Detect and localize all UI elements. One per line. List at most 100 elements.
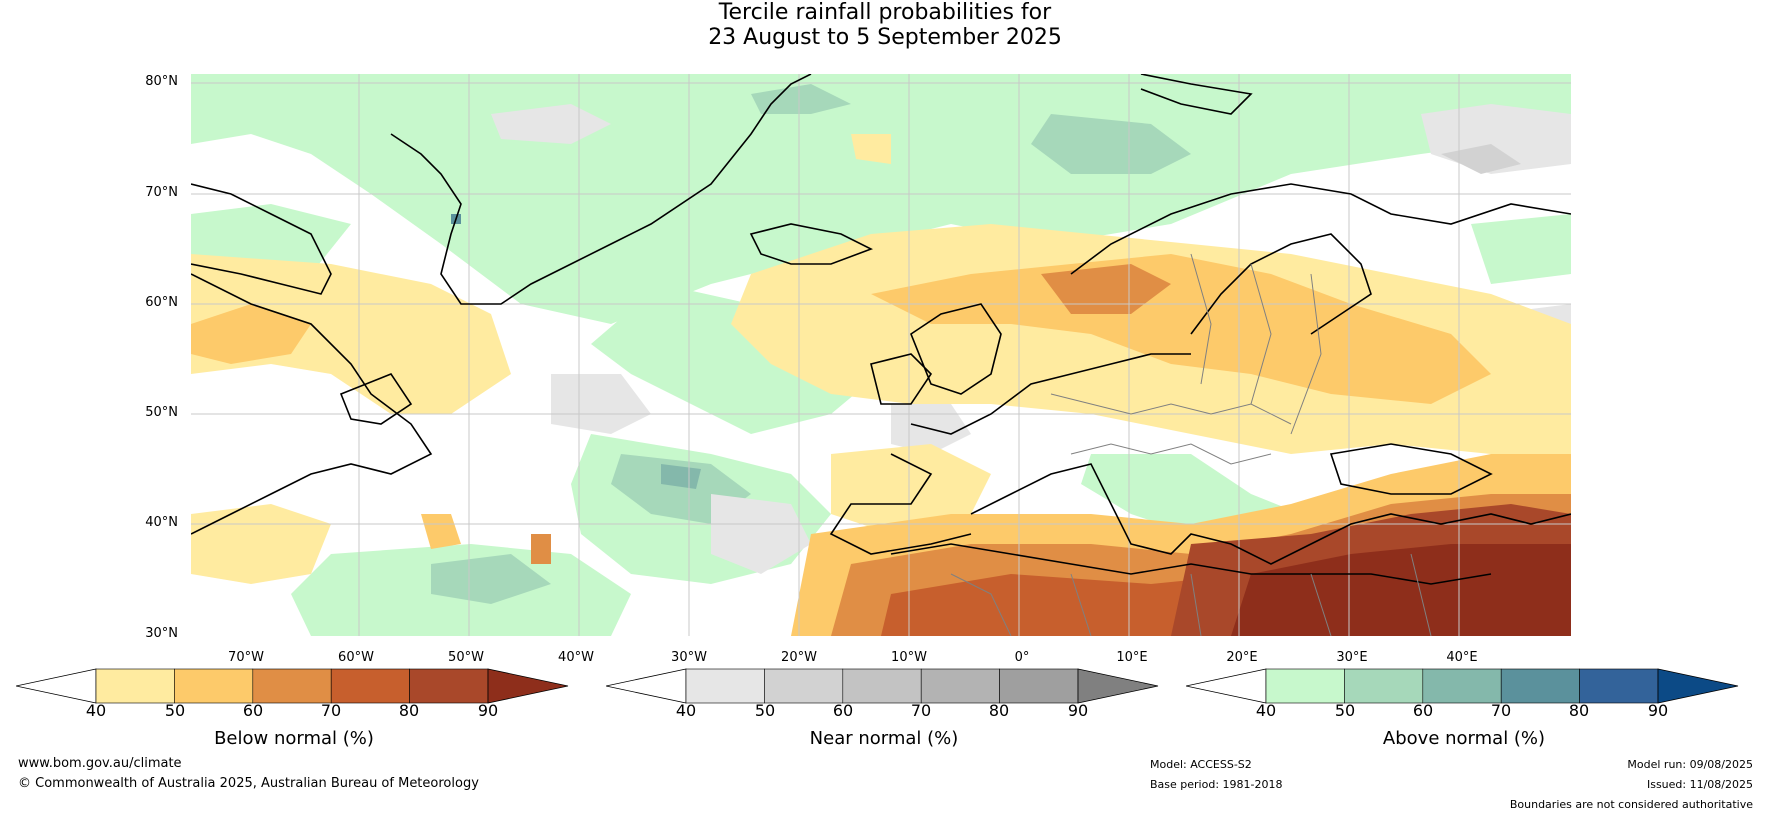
near-tick-40: 40 — [675, 701, 697, 720]
lon-label-40w: 40°W — [558, 650, 594, 665]
colorbar-box — [1579, 668, 1659, 704]
near-tick-90: 90 — [1067, 701, 1089, 720]
rainfall-probability-map — [191, 74, 1571, 636]
country-borders — [950, 253, 1432, 636]
above-area-fram — [751, 84, 851, 114]
lat-label-30n: 30°N — [145, 626, 178, 641]
below-tick-70: 70 — [320, 701, 342, 720]
below-area-west-atlantic — [191, 254, 511, 414]
near-tick-80: 80 — [988, 701, 1010, 720]
lat-label-40n: 40°N — [145, 515, 178, 530]
near-area-1 — [491, 104, 611, 144]
colorbar-extend-low — [16, 668, 97, 704]
colorbar-box — [920, 668, 1000, 704]
below-tick-50: 50 — [164, 701, 186, 720]
lon-label-60w: 60°W — [338, 650, 374, 665]
above-tick-50: 50 — [1334, 701, 1356, 720]
lon-label-0: 0° — [1014, 650, 1030, 665]
below-tick-40: 40 — [85, 701, 107, 720]
lon-label-20w: 20°W — [781, 650, 817, 665]
colorbar-box — [999, 668, 1079, 704]
above-area-north-russia — [1471, 214, 1571, 284]
issued-date: Issued: 11/08/2025 — [1646, 778, 1753, 791]
base-period: Base period: 1981-2018 — [1150, 778, 1283, 791]
coast-greenland — [390, 74, 812, 305]
below-area-labrador — [191, 304, 311, 364]
colorbar-extend-low — [1186, 668, 1267, 704]
below-tick-90: 90 — [477, 701, 499, 720]
below-area-europe-2 — [871, 254, 1491, 404]
lat-label-70n: 70°N — [145, 185, 178, 200]
colorbar-box — [252, 668, 332, 704]
lat-label-80n: 80°N — [145, 74, 178, 89]
coast-west-europe — [829, 353, 1191, 555]
above-area-north-atlantic — [591, 284, 891, 434]
colorbar-extend-high — [1077, 668, 1159, 704]
above-tick-90: 90 — [1647, 701, 1669, 720]
colorbar-box — [95, 668, 175, 704]
colorbar-extend-high — [1657, 668, 1739, 704]
near-tick-50: 50 — [754, 701, 776, 720]
coast-iceland — [749, 223, 873, 265]
coast-labrador — [191, 273, 433, 535]
near-normal-label: Near normal (%) — [809, 728, 959, 749]
coast-scandinavia — [1070, 183, 1571, 335]
lat-label-60n: 60°N — [145, 295, 178, 310]
coastlines — [191, 74, 1571, 585]
coast-baffin — [191, 183, 332, 295]
lon-label-50w: 50°W — [448, 650, 484, 665]
below-area-spot-1 — [421, 514, 461, 549]
colorbar-box — [685, 668, 765, 704]
colorbar-extend-low — [606, 668, 687, 704]
boundaries-disclaimer: Boundaries are not considered authoritat… — [1509, 798, 1753, 811]
coast-svalbard — [1140, 74, 1253, 115]
lon-label-30e: 30°E — [1336, 650, 1368, 665]
colorbar-box — [1344, 668, 1424, 704]
near-area-4 — [711, 494, 811, 574]
above-area-south-atlantic-2 — [431, 554, 551, 604]
lon-label-20e: 20°E — [1226, 650, 1258, 665]
above-tick-80: 80 — [1568, 701, 1590, 720]
colorbar-box — [174, 668, 254, 704]
near-normal-colorbar — [606, 668, 1159, 704]
lon-label-10w: 10°W — [891, 650, 927, 665]
near-tick-60: 60 — [832, 701, 854, 720]
below-normal-colorbar — [16, 668, 569, 704]
above-tick-60: 60 — [1412, 701, 1434, 720]
coast-newfoundland — [339, 373, 413, 425]
map-title: Tercile rainfall probabilities for 23 Au… — [0, 0, 1770, 50]
coast-mediterranean — [890, 463, 1571, 585]
below-tick-60: 60 — [242, 701, 264, 720]
above-area-barents — [1031, 114, 1191, 174]
colorbar-box — [330, 668, 410, 704]
above-normal-label: Above normal (%) — [1382, 728, 1546, 749]
colorbar-extend-high — [487, 668, 569, 704]
colorbar-box — [764, 668, 844, 704]
near-tick-70: 70 — [910, 701, 932, 720]
title-line-1: Tercile rainfall probabilities for — [718, 0, 1052, 25]
model-name: Model: ACCESS-S2 — [1150, 758, 1252, 771]
lon-label-40e: 40°E — [1446, 650, 1478, 665]
lon-label-30w: 30°W — [671, 650, 707, 665]
below-area-north-africa-5 — [1231, 544, 1571, 636]
colorbar-box — [842, 668, 922, 704]
below-tick-80: 80 — [398, 701, 420, 720]
lat-label-50n: 50°N — [145, 405, 178, 420]
copyright-text: © Commonwealth of Australia 2025, Austra… — [18, 776, 479, 791]
near-area-8 — [1441, 144, 1521, 174]
below-normal-label: Below normal (%) — [214, 728, 374, 749]
colorbar-box — [1500, 668, 1580, 704]
colorbar-box — [409, 668, 489, 704]
below-area-spot-2 — [531, 534, 551, 564]
model-run: Model run: 09/08/2025 — [1627, 758, 1753, 771]
above-tick-70: 70 — [1490, 701, 1512, 720]
below-area-spot-3 — [851, 134, 891, 164]
website-link[interactable]: www.bom.gov.au/climate — [18, 756, 182, 771]
below-area-iberia — [831, 444, 991, 534]
above-normal-colorbar — [1186, 668, 1739, 704]
near-area-3 — [551, 374, 651, 434]
coast-uk-ireland — [870, 303, 1002, 405]
colorbar-box — [1422, 668, 1502, 704]
above-tick-40: 40 — [1255, 701, 1277, 720]
title-line-2: 23 August to 5 September 2025 — [708, 25, 1062, 50]
